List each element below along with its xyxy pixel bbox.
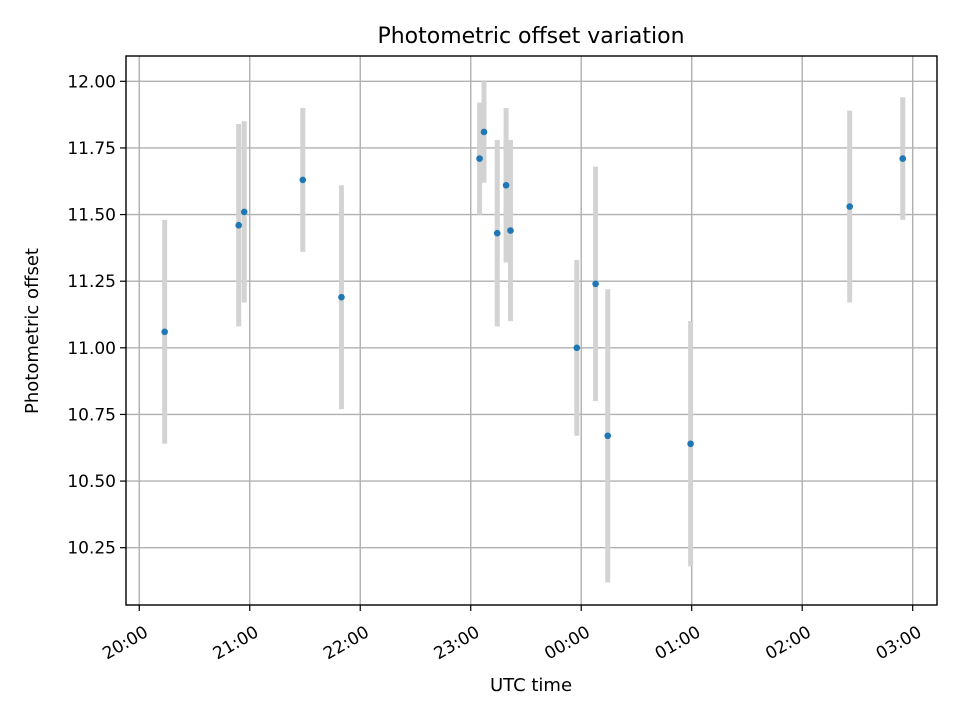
x-tick-label-0: 20:00: [99, 622, 151, 664]
data-point-0: [161, 328, 168, 336]
data-point-10: [573, 344, 581, 352]
data-point-6: [480, 128, 488, 136]
data-point-4: [338, 293, 345, 301]
data-point-13: [687, 440, 694, 448]
error-bars: [162, 81, 906, 583]
x-tick-label-3: 23:00: [431, 622, 483, 664]
data-point-3: [299, 176, 307, 184]
x-axis-label: UTC time: [490, 675, 572, 696]
y-tick-label-3: 11.00: [67, 339, 116, 359]
data-point-15: [899, 155, 907, 162]
data-point-2: [240, 208, 248, 216]
chart-title: Photometric offset variation: [377, 24, 684, 49]
data-point-9: [507, 227, 514, 234]
y-tick-label-2: 10.75: [67, 405, 116, 425]
x-tick-label-1: 21:00: [210, 622, 262, 664]
y-tick-label-4: 11.25: [67, 272, 116, 292]
data-point-8: [502, 181, 510, 189]
data-point-5: [476, 155, 483, 162]
x-tick-label-4: 00:00: [541, 622, 593, 664]
y-axis-label: Photometric offset: [22, 248, 43, 414]
data-point-14: [846, 203, 854, 210]
plot-frame: [125, 55, 938, 606]
data-point-11: [592, 280, 599, 288]
y-tick-label-0: 10.25: [67, 539, 116, 559]
x-tick-label-5: 01:00: [652, 622, 704, 664]
data-points: [161, 128, 907, 448]
x-tick-label-7: 03:00: [873, 622, 925, 664]
y-tick-label-5: 11.50: [67, 206, 116, 226]
data-point-1: [235, 221, 243, 229]
y-tick-label-6: 11.75: [67, 139, 116, 159]
data-point-12: [604, 432, 612, 440]
grid-lines: [126, 56, 937, 605]
y-tick-label-1: 10.50: [67, 472, 116, 492]
y-tick-label-7: 12.00: [67, 72, 116, 92]
x-tick-label-6: 02:00: [762, 622, 814, 664]
y-axis-ticks: 10.25 10.50 10.75 11.00 11.25 11.50 11.75 12.00: [67, 72, 126, 559]
data-point-7: [493, 229, 501, 237]
x-tick-label-2: 22:00: [320, 622, 372, 664]
x-axis-ticks: 20:00 21:00 22:00 23:00 00:00 01:00 02:00 03:00: [99, 605, 925, 664]
